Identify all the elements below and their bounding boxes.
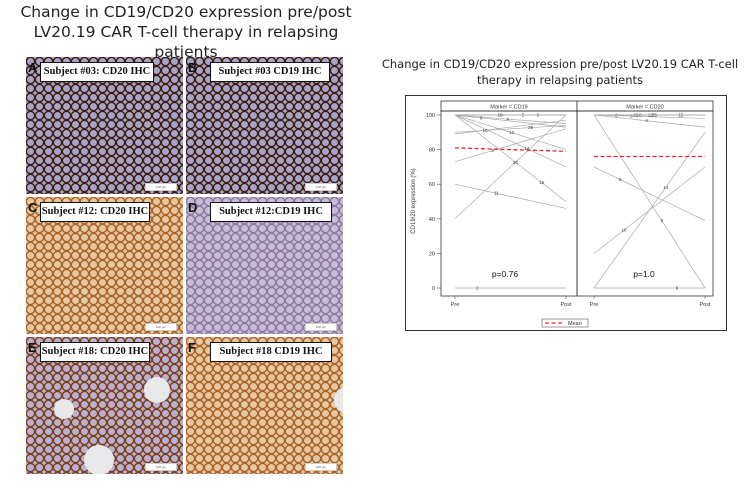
ihc-panel-c: C Subject #12: CD20 IHC 100 µm: [26, 197, 183, 334]
p-value-annotation: p=1.0: [633, 269, 655, 279]
subject-id-label: 25: [528, 125, 534, 130]
subject-line: [454, 183, 567, 209]
panel-label: Subject #03: CD20 IHC: [40, 62, 154, 82]
panel-label: Subject #18 CD19 IHC: [210, 342, 332, 362]
spaghetti-plot: CD19/20 expression (%) 0 20 40 60 80 100 Marker…: [411, 100, 714, 328]
subject-id-label: 9: [619, 177, 622, 182]
subject-line: [593, 166, 706, 221]
figure-title: Change in CD19/CD20 expression pre/post …: [0, 2, 372, 62]
ihc-image-grid: A Subject #03: CD20 IHC 100 µm B Subject #03…: [26, 57, 344, 474]
panel-letter: E: [28, 340, 37, 355]
mean-line: [454, 147, 567, 152]
subject-line: [454, 114, 567, 202]
subject-id-label: 5: [661, 218, 664, 223]
subject-id-label: 20: [513, 160, 519, 165]
figure-title-line2: LV20.19 CAR T-cell therapy in relapsing …: [33, 23, 339, 61]
panel-plot-area: [576, 110, 714, 297]
subject-id-label: 9: [480, 115, 483, 120]
subject-line: [454, 114, 567, 128]
panel-letter: A: [28, 60, 38, 75]
chart-title: Change in CD19/CD20 expression pre/post …: [376, 56, 744, 88]
panel-label: Subject #12:CD19 IHC: [210, 202, 332, 222]
x-tick-label: Pre: [590, 302, 599, 308]
x-tick-label: Post: [699, 302, 710, 308]
subject-id-label: 11: [494, 191, 499, 196]
subject-id-label: 2: [476, 286, 479, 291]
ihc-panel-e: E Subject #18: CD20 IHC 100 µm: [26, 337, 183, 474]
panel-label: Subject #12: CD20 IHC: [40, 202, 150, 222]
subject-id-label: 4: [645, 118, 648, 123]
scale-bar: 100 µm: [305, 183, 337, 191]
subject-id-label: 16: [621, 228, 627, 233]
legend-box: [541, 318, 589, 328]
subject-line: [593, 114, 706, 119]
chart-frame: CD19/20 expression (%) 0 20 40 60 80 100 Marker…: [405, 95, 727, 331]
tissue-void: [334, 387, 343, 413]
figure-title-line1: Change in CD19/CD20 expression pre/post: [20, 3, 352, 21]
y-tick-label: 100: [426, 113, 435, 119]
panel-letter: B: [188, 60, 198, 75]
y-axis-label: CD19/20 expression (%): [411, 168, 417, 233]
subject-line: [454, 114, 567, 220]
subject-line: [454, 114, 567, 150]
ihc-panel-d: D Subject #12:CD19 IHC 100 µm: [186, 197, 343, 334]
y-tick-label: 80: [429, 148, 435, 154]
scale-bar: 100 µm: [145, 323, 177, 331]
subject-line: [593, 166, 706, 254]
panel-letter: D: [188, 200, 198, 215]
y-tick-label: 0: [432, 286, 435, 292]
panel-header-label: Marker = CD20: [626, 105, 663, 111]
scale-bar: 100 µm: [145, 183, 177, 191]
legend-mean-label: Mean: [568, 321, 582, 327]
subject-line: [454, 119, 567, 135]
panel-letter: F: [188, 340, 196, 355]
subject-id-label: 14: [524, 146, 530, 151]
ihc-panel-b: B Subject #03 CD19 IHC 100 µm: [186, 57, 343, 194]
y-tick-label: 40: [429, 217, 435, 223]
subject-id-label: 14: [663, 185, 669, 190]
ihc-panel-f: F Subject #18 CD19 IHC 100 µm: [186, 337, 343, 474]
scale-bar: 100 µm: [305, 323, 337, 331]
panel-letter: C: [28, 200, 38, 215]
y-tick-label: 20: [429, 251, 435, 257]
subject-id-label: 6: [676, 286, 679, 291]
subject-id-label: 3: [491, 148, 494, 153]
panel-label: Subject #18: CD20 IHC: [40, 342, 150, 362]
panel-header-label: Marker = CD19: [490, 105, 527, 111]
subject-line: [593, 114, 706, 289]
subject-id-label: 18: [498, 113, 504, 118]
subject-line: [593, 114, 706, 128]
y-tick-label: 60: [429, 182, 435, 188]
x-tick-label: Post: [560, 302, 571, 308]
subject-line: [454, 125, 567, 133]
subject-line: [454, 114, 567, 168]
subject-id-label: 25: [652, 113, 658, 118]
scale-bar: 100 µm: [145, 463, 177, 471]
scale-bar: 100 µm: [305, 463, 337, 471]
tissue-void: [144, 377, 170, 403]
panel-label: Subject #03 CD19 IHC: [210, 62, 330, 82]
tissue-void: [54, 399, 74, 419]
subject-id-label: 12: [509, 130, 515, 135]
subject-id-label: 4: [506, 117, 509, 122]
tissue-void: [84, 445, 114, 474]
subject-id-label: 15: [539, 180, 545, 185]
subject-id-label: 3: [630, 114, 633, 119]
subject-line: [454, 128, 567, 163]
p-value-annotation: p=0.76: [492, 269, 519, 279]
chart-title-text: Change in CD19/CD20 expression pre/post …: [381, 57, 739, 87]
x-tick-label: Pre: [451, 302, 460, 308]
ihc-panel-a: A Subject #03: CD20 IHC 100 µm: [26, 57, 183, 194]
